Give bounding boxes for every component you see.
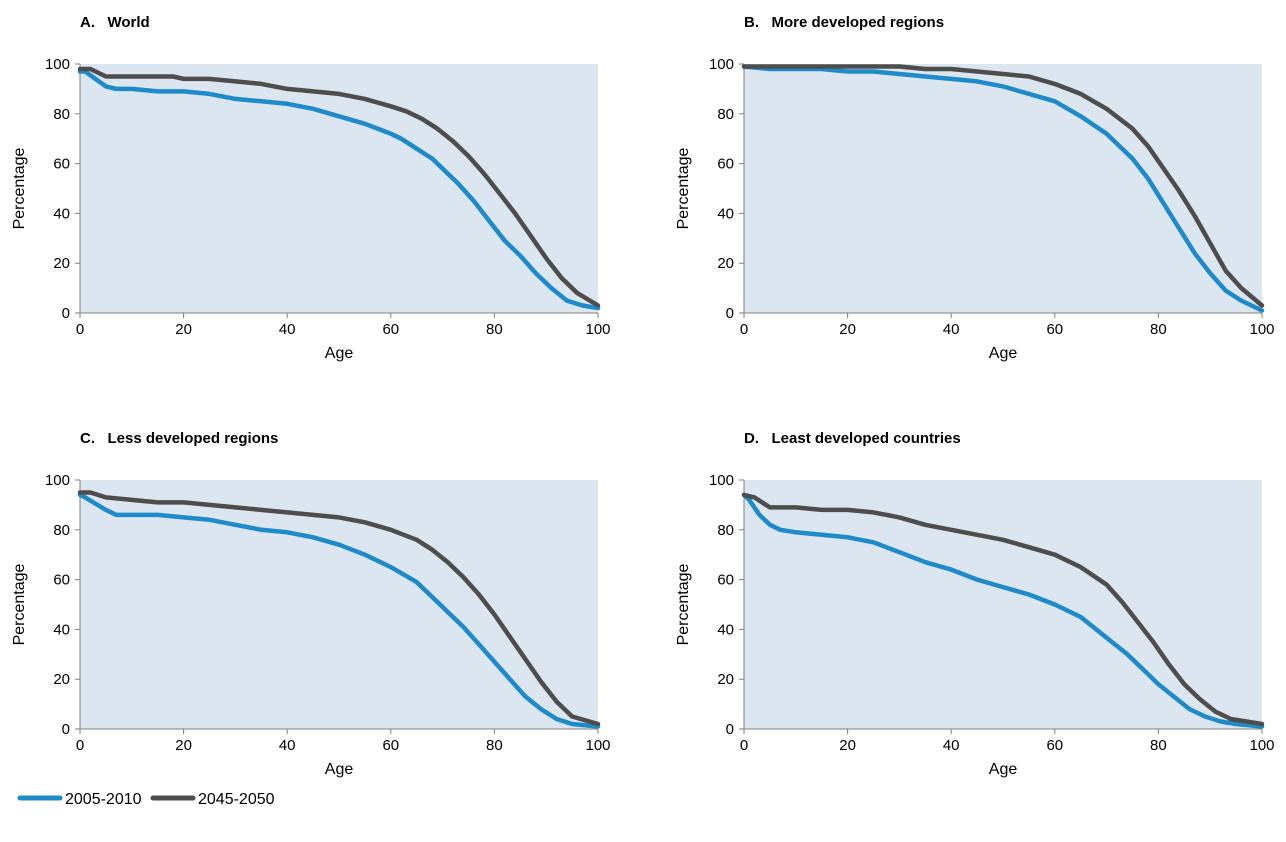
- y-tick-label: 80: [717, 522, 734, 539]
- y-tick-label: 80: [717, 106, 734, 123]
- y-tick-label: 0: [726, 721, 734, 738]
- plot-area: [80, 480, 598, 729]
- series-line-2: [77, 66, 601, 308]
- x-tick-label: 100: [1249, 321, 1274, 338]
- plot-area: [744, 480, 1262, 729]
- y-tick-label: 0: [62, 305, 70, 322]
- panel-title: D. Least developed countries: [744, 430, 961, 447]
- y-tick-label: 40: [53, 205, 70, 222]
- panel-title: C. Less developed regions: [80, 430, 278, 447]
- x-tick-label: 60: [1046, 321, 1063, 338]
- series-line-2: [741, 64, 1265, 308]
- series-line-2: [77, 490, 601, 727]
- panel-3: C. Less developed regions 0 20 40 60 80 100 0 20…: [11, 430, 611, 778]
- x-tick-label: 60: [382, 321, 399, 338]
- x-axis-label: Age: [325, 345, 354, 362]
- series-line-1: [77, 492, 601, 729]
- y-tick-label: 60: [53, 156, 70, 173]
- y-tick-label: 60: [717, 156, 734, 173]
- x-tick-label: 40: [943, 737, 960, 754]
- x-tick-label: 0: [740, 737, 748, 754]
- x-tick-label: 80: [1150, 737, 1167, 754]
- y-axis-label: Percentage: [675, 563, 692, 645]
- y-tick-label: 60: [53, 572, 70, 589]
- y-tick-label: 100: [709, 56, 734, 73]
- x-axis-label: Age: [325, 761, 354, 778]
- x-tick-label: 40: [943, 321, 960, 338]
- series-line-2: [741, 492, 1265, 727]
- y-tick-label: 20: [717, 671, 734, 688]
- x-tick-label: 60: [382, 737, 399, 754]
- x-tick-label: 60: [1046, 737, 1063, 754]
- x-tick-label: 0: [76, 737, 84, 754]
- legend-label-2: 2045-2050: [198, 791, 275, 808]
- y-tick-label: 20: [53, 671, 70, 688]
- panel-title: B. More developed regions: [744, 14, 944, 31]
- series-line-1: [77, 69, 601, 311]
- panel-2: B. More developed regions 0 20 40 60 80 100 0 20…: [675, 14, 1275, 362]
- x-tick-label: 0: [740, 321, 748, 338]
- y-tick-label: 40: [53, 621, 70, 638]
- x-tick-label: 80: [486, 737, 503, 754]
- y-tick-label: 100: [45, 472, 70, 489]
- x-tick-label: 0: [76, 321, 84, 338]
- x-tick-label: 20: [175, 321, 192, 338]
- x-tick-label: 20: [839, 737, 856, 754]
- y-axis-label: Percentage: [675, 147, 692, 229]
- y-tick-label: 20: [717, 255, 734, 272]
- panel-4: D. Least developed countries 0 20 40 60 80 100…: [675, 430, 1275, 778]
- plot-area: [744, 64, 1262, 313]
- x-axis-label: Age: [989, 345, 1018, 362]
- x-tick-label: 100: [585, 321, 610, 338]
- x-tick-label: 100: [585, 737, 610, 754]
- y-axis-label: Percentage: [11, 147, 28, 229]
- legend-label-1: 2005-2010: [65, 791, 142, 808]
- y-tick-label: 40: [717, 205, 734, 222]
- panel-title: A. World: [80, 14, 150, 31]
- y-tick-label: 60: [717, 572, 734, 589]
- x-tick-label: 20: [839, 321, 856, 338]
- y-tick-label: 0: [62, 721, 70, 738]
- x-tick-label: 20: [175, 737, 192, 754]
- y-tick-label: 0: [726, 305, 734, 322]
- y-tick-label: 100: [45, 56, 70, 73]
- series-line-1: [741, 492, 1265, 729]
- y-tick-label: 100: [709, 472, 734, 489]
- plot-area: [80, 64, 598, 313]
- x-tick-label: 100: [1249, 737, 1274, 754]
- y-tick-label: 40: [717, 621, 734, 638]
- x-tick-label: 40: [279, 737, 296, 754]
- x-tick-label: 80: [486, 321, 503, 338]
- panel-1: A. World 0 20 40 60 80 100 0 20 40 60 80 100 Age Perce…: [11, 14, 611, 362]
- legend: 2005-2010 2045-2050: [17, 791, 275, 808]
- y-tick-label: 20: [53, 255, 70, 272]
- x-tick-label: 40: [279, 321, 296, 338]
- x-axis-label: Age: [989, 761, 1018, 778]
- y-tick-label: 80: [53, 106, 70, 123]
- y-axis-label: Percentage: [11, 563, 28, 645]
- x-tick-label: 80: [1150, 321, 1167, 338]
- series-line-1: [741, 64, 1265, 313]
- y-tick-label: 80: [53, 522, 70, 539]
